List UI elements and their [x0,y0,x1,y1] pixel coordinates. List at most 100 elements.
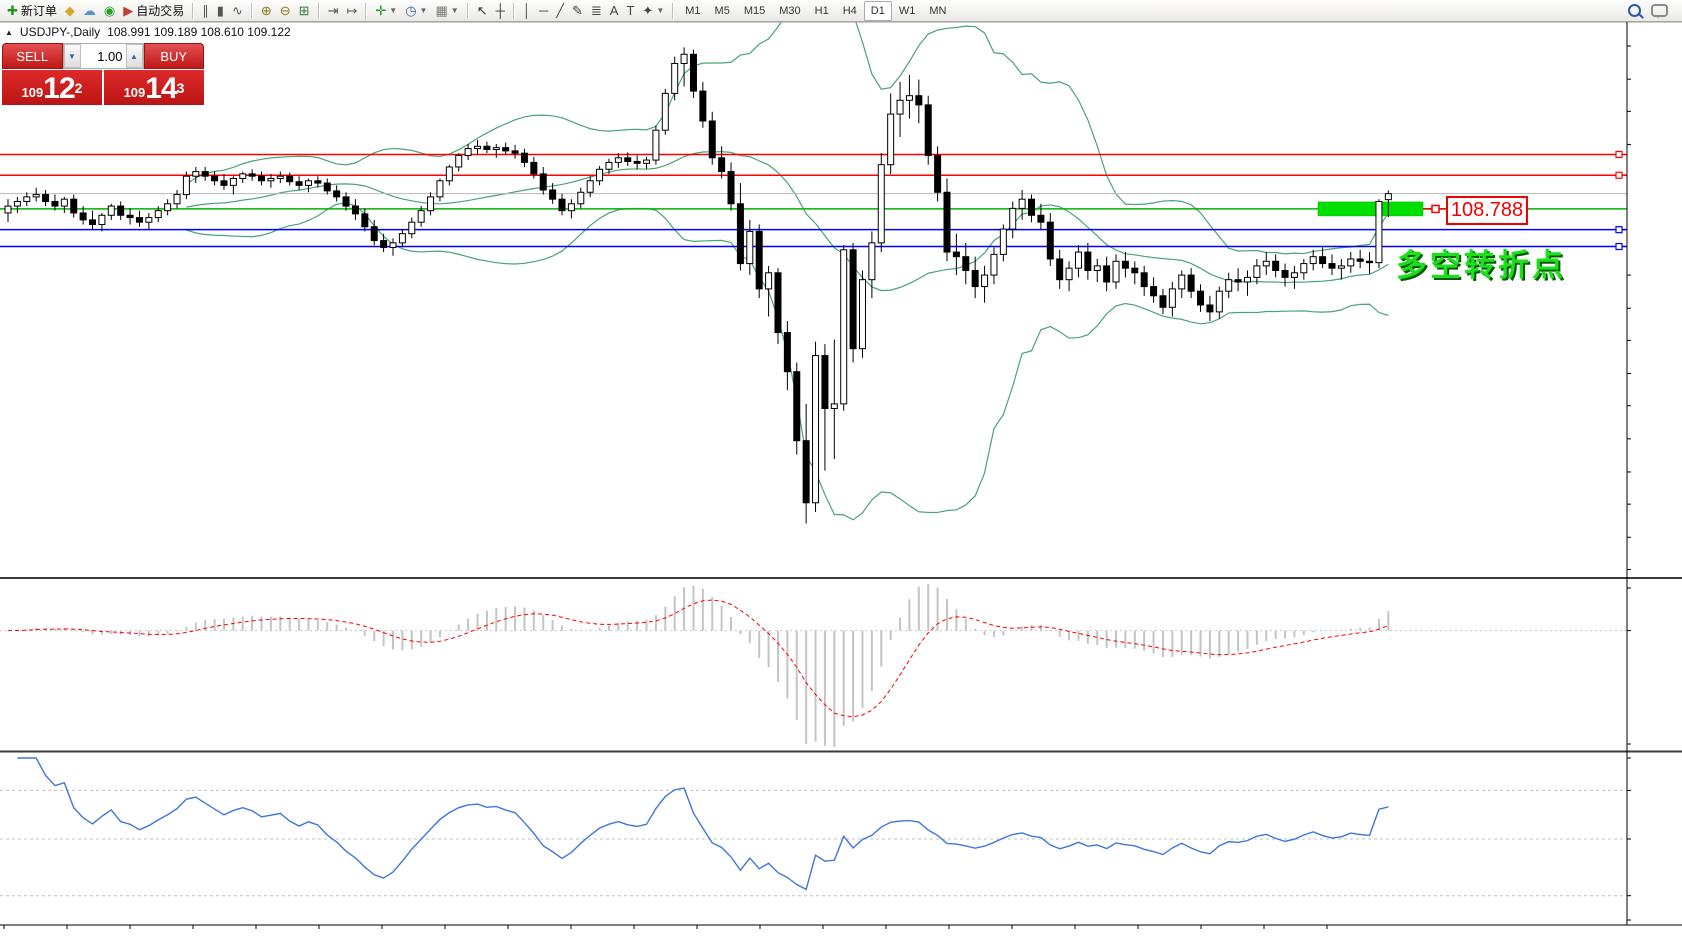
timeframe-w1-button[interactable]: W1 [898,4,916,17]
rsi-pane [0,757,1627,897]
one-click-trade-panel: SELL ▼ ▲ BUY 109 12 2 109 14 3 [2,43,204,105]
highlight-bar-object[interactable] [1317,201,1424,217]
chart-ohlc-values: 108.991 109.189 108.610 109.122 [107,25,291,39]
equidistant-channel-icon: ✎ [571,2,583,18]
indicators-button-dropdown-icon[interactable]: ▼ [389,6,398,15]
autotrading-button[interactable]: ▶ 自动交易 [119,1,188,21]
line-chart-icon: ∿ [231,2,243,18]
timeframe-m30-button[interactable]: M30 [779,4,801,17]
buy-button[interactable]: BUY [143,43,204,69]
templates-button-dropdown-icon[interactable]: ▼ [450,6,459,15]
periods-button[interactable]: ◷ ▼ [401,1,431,21]
community-button[interactable]: ☁ [79,1,100,21]
volume-increase-button[interactable]: ▲ [125,44,143,68]
tile-windows-icon: ⊞ [298,2,310,18]
text-icon: A [609,2,619,18]
chart-annotation-text[interactable]: 多空转折点 [1396,248,1566,283]
trendline-button[interactable]: ╱ [552,1,568,21]
buy-price-display[interactable]: 109 14 3 [104,70,204,105]
toolbar-separator [192,2,195,19]
fibonacci-button[interactable]: ≣ [587,1,606,21]
timeframe-m5-button[interactable]: M5 [714,4,730,17]
chart-shift-button[interactable]: ↦ [342,1,361,21]
volume-decrease-button[interactable]: ▼ [63,44,81,68]
tile-windows-button[interactable]: ⊞ [295,1,314,21]
bar-chart-button[interactable]: ∥ [198,1,213,21]
text-button[interactable]: A [606,1,623,21]
timeframe-h4-button[interactable]: H4 [842,4,857,17]
arrows-icon: ✦ [642,2,654,18]
signals-icon: ◉ [103,2,116,18]
toolbar: ✚ 新订单 ◆ ☁ ◉ ▶ 自动交易 ∥ ▮ ∿ ⊕ ⊖ ⊞ ⇥ ↦ ✛ ▼ ◷ ▼ ▦ ▼ ↖ ┼ │ ─ ╱ ✎ ≣ A T ✦ ▼ M1 M… [0,0,1682,22]
hline-anchor-handle[interactable] [1615,226,1623,234]
auto-scroll-button[interactable]: ⇥ [324,1,343,21]
arrows-button[interactable]: ✦ ▼ [638,1,668,21]
sell-price-big: 12 [43,72,75,105]
collapse-arrow-icon[interactable]: ▲ [5,27,13,37]
sell-price-sup: 2 [74,80,83,96]
timeframe-h1-button[interactable]: H1 [814,4,829,17]
zoom-out-button[interactable]: ⊖ [276,1,295,21]
toolbar-separator [672,2,675,19]
price-callout-box[interactable]: 108.788 [1446,196,1528,225]
horizontal-line-icon: ─ [538,2,549,18]
crosshair-button[interactable]: ┼ [492,1,509,21]
bar-chart-icon: ∥ [202,2,209,18]
horizontal-line-button[interactable]: ─ [535,1,552,21]
candlestick-button[interactable]: ▮ [213,1,228,21]
candlestick-icon: ▮ [216,2,224,18]
search-icon[interactable] [1628,4,1641,17]
hline-anchor-handle[interactable] [1615,150,1623,159]
templates-icon: ▦ [435,2,448,18]
text-label-button[interactable]: T [622,1,638,21]
signals-button[interactable]: ◉ [100,1,119,21]
community-icon: ☁ [82,2,96,18]
line-chart-button[interactable]: ∿ [228,1,247,21]
arrows-button-dropdown-icon[interactable]: ▼ [656,6,665,15]
trendline-icon: ╱ [556,2,564,18]
zoom-in-button[interactable]: ⊕ [257,1,276,21]
cursor-button[interactable]: ↖ [473,1,492,21]
periods-button-dropdown-icon[interactable]: ▼ [419,6,428,15]
chart-shift-icon: ↦ [346,2,358,18]
chart-symbol-title: USDJPY-,Daily [19,25,101,39]
volume-spinner: ▼ ▲ [62,43,144,69]
timeframe-mn-button[interactable]: MN [929,4,947,17]
candles-layer [4,47,1392,524]
toolbar-separator [365,2,368,19]
vertical-line-button[interactable]: │ [519,1,535,21]
auto-scroll-icon: ⇥ [327,2,339,18]
sell-price-small: 109 [21,85,44,100]
indicators-icon: ✛ [375,2,387,18]
chat-icon[interactable] [1651,4,1668,18]
timeframe-d1-button[interactable]: D1 [863,0,892,21]
sell-price-display[interactable]: 109 12 2 [2,70,102,105]
toolbar-separator [512,2,515,19]
toolbar-separator [250,2,253,19]
buy-price-big: 14 [145,72,177,105]
templates-button[interactable]: ▦ ▼ [431,1,462,21]
volume-input[interactable] [80,44,126,68]
toolbar-separator [317,2,320,19]
buy-price-sup: 3 [176,80,185,96]
metaeditor-button[interactable]: ◆ [61,1,79,21]
buy-price-small: 109 [123,85,146,100]
hline-anchor-handle[interactable] [1615,242,1623,251]
chart-title-row: ▲ USDJPY-,Daily 108.991 109.189 108.610 … [5,25,291,39]
timeframe-m1-button[interactable]: M1 [685,4,701,17]
timeframe-m15-button[interactable]: M15 [743,4,766,17]
sell-button[interactable]: SELL [2,43,63,69]
crosshair-icon: ┼ [495,2,505,18]
macd-pane [0,584,1627,747]
metaeditor-icon: ◆ [64,2,75,18]
autotrading-button-label: 自动交易 [136,4,185,18]
cursor-icon: ↖ [476,2,488,18]
text-label-icon: T [626,2,635,18]
new-order-button[interactable]: ✚ 新订单 [3,1,61,21]
indicators-button[interactable]: ✛ ▼ [371,1,401,21]
equidistant-channel-button[interactable]: ✎ [568,1,587,21]
periods-icon: ◷ [405,2,417,18]
callout-anchor-handle[interactable] [1431,204,1440,214]
hline-anchor-handle[interactable] [1615,171,1623,179]
